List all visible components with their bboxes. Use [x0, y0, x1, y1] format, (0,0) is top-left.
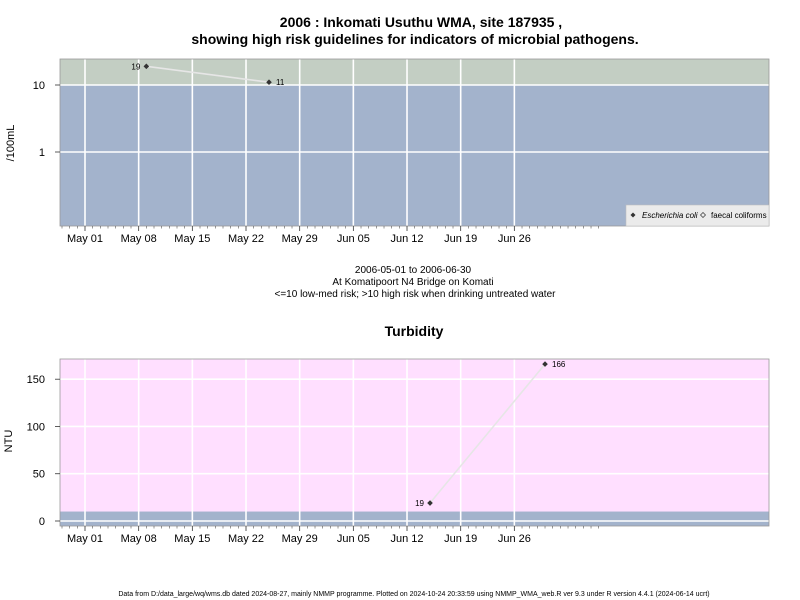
- microbial-y-axis-label: /100mL: [5, 125, 17, 162]
- x-tick-label: May 01: [67, 533, 103, 545]
- high-risk-band: [60, 59, 769, 85]
- legend-box: [625, 204, 770, 227]
- x-tick-label: Jun 26: [498, 233, 531, 245]
- x-tick-label: May 29: [282, 533, 318, 545]
- data-point: [266, 79, 272, 86]
- microbial-grid: [60, 59, 769, 226]
- microbial-panel: May 01 May 08 May 15 May 22 May 29 Jun 05 Jun …: [5, 58, 770, 245]
- chart-title-line2: showing high risk guidelines for indicat…: [191, 31, 638, 47]
- y-tick-label: 50: [33, 469, 45, 481]
- data-point: [542, 361, 548, 367]
- y-tick-label: 100: [27, 421, 45, 433]
- data-label: 19: [131, 62, 140, 71]
- legend-ecoli-label: Escherichia coli: [642, 211, 698, 220]
- x-tick-label: Jun 26: [498, 533, 531, 545]
- chart-title-line1: 2006 : Inkomati Usuthu WMA, site 187935 …: [280, 14, 562, 30]
- x-tick-label: May 22: [228, 233, 264, 245]
- date-range-label: 2006-05-01 to 2006-06-30: [355, 265, 472, 276]
- x-tick-label: May 15: [174, 233, 210, 245]
- x-tick-label: May 29: [282, 233, 318, 245]
- y-tick-label: 10: [33, 80, 45, 92]
- risk-note: <=10 low-med risk; >10 high risk when dr…: [275, 289, 557, 300]
- x-tick-label: May 22: [228, 533, 264, 545]
- low-risk-band: [60, 85, 769, 226]
- x-tick-label: May 08: [121, 233, 157, 245]
- data-point: [143, 63, 150, 70]
- y-tick-label: 150: [27, 374, 45, 386]
- x-tick-label: Jun 12: [390, 533, 423, 545]
- footer-note: Data from D:/data_large/wq/wms.db dated …: [118, 591, 709, 598]
- data-label: 19: [415, 499, 424, 508]
- y-tick-label: 0: [39, 516, 45, 528]
- data-point: [427, 500, 433, 506]
- turbidity-background: [60, 359, 769, 526]
- series-line: [146, 65, 270, 84]
- legend-ecoli-marker: [630, 212, 636, 218]
- x-tick-label: May 15: [174, 533, 210, 545]
- microbial-y-axis: 1 10: [33, 80, 60, 159]
- x-tick-label: Jun 05: [337, 233, 370, 245]
- turbidity-guideline-band: [60, 511, 769, 526]
- microbial-x-axis: May 01 May 08 May 15 May 22 May 29 Jun 05 Jun …: [61, 226, 599, 245]
- turbidity-grid: [60, 359, 769, 526]
- turbidity-y-axis: 0 50 100 150: [27, 374, 60, 528]
- microbial-legend: Escherichia coli faecal coliforms: [625, 204, 770, 227]
- turbidity-panel: May 01 May 08 May 15 May 22 May 29 Jun 05 Jun …: [3, 358, 770, 545]
- x-tick-label: Jun 12: [390, 233, 423, 245]
- x-tick-label: Jun 05: [337, 533, 370, 545]
- x-tick-label: Jun 19: [444, 533, 477, 545]
- site-label: At Komatipoort N4 Bridge on Komati: [332, 277, 493, 288]
- y-tick-label: 1: [39, 147, 45, 159]
- turbidity-x-axis: May 01 May 08 May 15 May 22 May 29 Jun 05 Jun …: [61, 526, 599, 545]
- turbidity-title: Turbidity: [385, 323, 444, 339]
- legend-faecal-marker: [700, 212, 706, 218]
- x-tick-label: Jun 19: [444, 233, 477, 245]
- turbidity-series: 19 166: [415, 360, 566, 508]
- turbidity-y-axis-label: NTU: [3, 430, 15, 453]
- x-tick-label: May 08: [121, 533, 157, 545]
- x-tick-label: May 01: [67, 233, 103, 245]
- legend-faecal-label: faecal coliforms: [711, 211, 767, 220]
- series-line: [429, 363, 546, 504]
- data-label: 166: [552, 360, 566, 369]
- data-label: 11: [276, 78, 285, 87]
